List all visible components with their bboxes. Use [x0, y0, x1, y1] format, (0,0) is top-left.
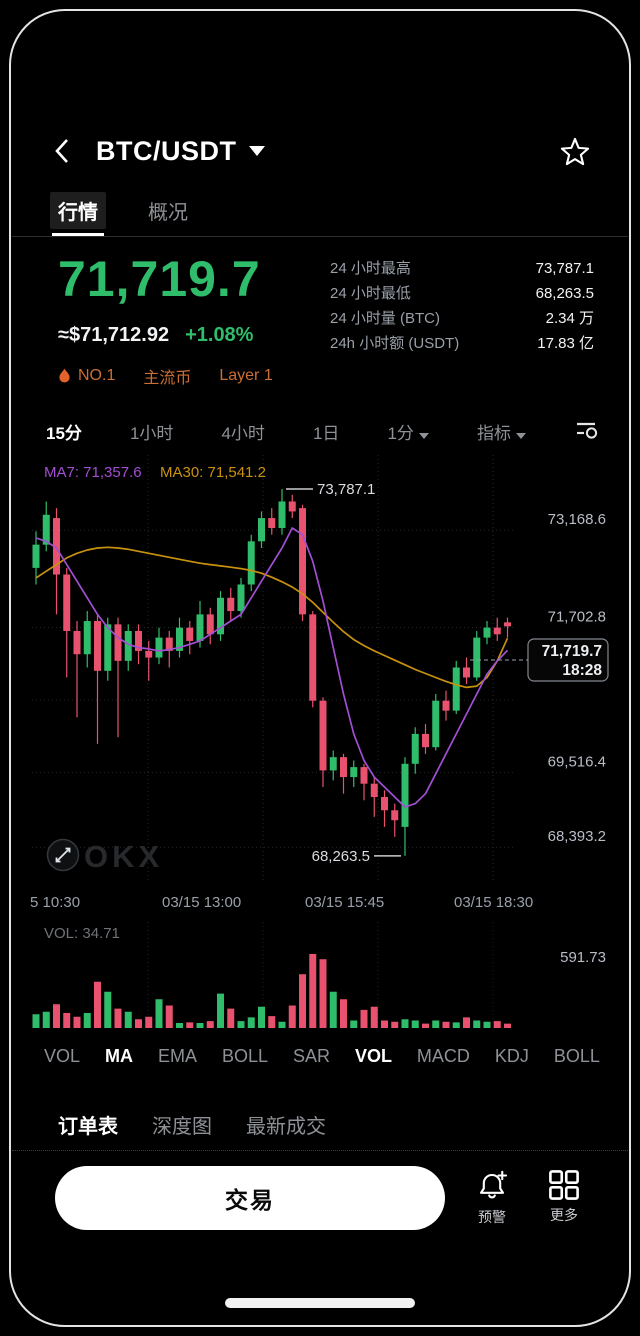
action-bar: 交易 预警 更多 — [55, 1166, 595, 1236]
tf-1d[interactable]: 1日 — [312, 423, 340, 443]
ind-boll[interactable]: BOLL — [221, 1045, 268, 1066]
more-button[interactable]: 更多 — [531, 1168, 597, 1225]
x-tick: 03/15 13:00 — [162, 894, 242, 911]
indicator-dropdown[interactable]: 指标 — [477, 419, 526, 444]
tab-depth[interactable]: 深度图 — [152, 1116, 212, 1138]
orderbook-tabs: 订单表 深度图 最新成交 — [58, 1110, 326, 1139]
price-secondary: ≈$71,712.92 +1.08% — [58, 324, 253, 347]
alert-button[interactable]: 预警 — [459, 1168, 525, 1227]
grid-icon — [549, 1170, 579, 1200]
change-percent: +1.08% — [185, 324, 254, 346]
x-axis: 5 10:30 03/15 13:00 03/15 15:45 03/15 18… — [30, 894, 610, 916]
stat-row: 24 小时最高 73,787.1 — [330, 260, 594, 277]
divider — [12, 1150, 628, 1151]
ind-vol2[interactable]: VOL — [354, 1045, 392, 1066]
x-tick: 03/15 15:45 — [305, 894, 385, 911]
ind-ma[interactable]: MA — [105, 1045, 133, 1066]
svg-text:MA7: 71,357.6: MA7: 71,357.6 — [44, 464, 142, 481]
header: BTC/USDT — [52, 128, 590, 174]
x-tick: 03/15 18:30 — [454, 894, 534, 911]
trade-button[interactable]: 交易 — [55, 1166, 445, 1230]
favorite-star-icon[interactable] — [560, 137, 590, 166]
stat-row: 24 小时最低 68,263.5 — [330, 285, 594, 302]
ind-ema[interactable]: EMA — [157, 1045, 197, 1066]
svg-text:69,516.4: 69,516.4 — [548, 754, 606, 771]
layer-badge[interactable]: Layer 1 — [219, 367, 273, 384]
ind-kdj[interactable]: KDJ — [494, 1045, 529, 1066]
x-tick: 5 10:30 — [30, 894, 81, 911]
chevron-down-icon — [418, 432, 429, 439]
svg-text:71,702.8: 71,702.8 — [548, 608, 606, 625]
stats-panel: 24 小时最高 73,787.1 24 小时最低 68,263.5 24 小时量… — [330, 256, 594, 356]
svg-text:68,263.5: 68,263.5 — [312, 848, 370, 865]
tf-more-dropdown[interactable]: 1分 — [387, 419, 429, 444]
tab-quotes[interactable]: 行情 — [50, 192, 106, 229]
flame-icon — [59, 368, 70, 383]
svg-text:18:28: 18:28 — [562, 662, 602, 679]
category-badge[interactable]: 主流币 — [143, 370, 192, 387]
active-tab-underline — [52, 233, 104, 236]
page-tabs: 行情 概况 — [50, 192, 196, 229]
home-indicator[interactable] — [225, 1298, 415, 1308]
tf-1h[interactable]: 1小时 — [129, 423, 174, 443]
tab-orderbook[interactable]: 订单表 — [58, 1116, 118, 1138]
ind-boll2[interactable]: BOLL — [553, 1045, 600, 1066]
badges-row: NO.1 主流币 Layer 1 — [58, 364, 273, 388]
chart-settings-icon[interactable] — [574, 418, 600, 445]
indicator-selector: VOL MA EMA BOLL SAR VOL MACD KDJ BOLL — [44, 1040, 600, 1072]
svg-text:MA30: 71,541.2: MA30: 71,541.2 — [160, 464, 266, 481]
svg-text:VOL: 34.71: VOL: 34.71 — [44, 925, 120, 942]
ind-macd[interactable]: MACD — [416, 1045, 470, 1066]
candlestick-chart[interactable]: OKX MA7: 71,357.6 MA30: 71,541.2 73,168.6 71… — [30, 455, 610, 880]
pair-dropdown-icon[interactable] — [248, 146, 265, 156]
tf-15m[interactable]: 15分 — [46, 423, 82, 443]
svg-text:73,787.1: 73,787.1 — [317, 481, 375, 498]
svg-text:OKX: OKX — [84, 839, 163, 874]
svg-text:68,393.2: 68,393.2 — [548, 828, 606, 845]
bell-plus-icon — [479, 1170, 508, 1199]
tab-trades[interactable]: 最新成交 — [246, 1116, 326, 1138]
stat-row: 24h 小时额 (USDT) 17.83 亿 — [330, 335, 594, 352]
divider — [12, 236, 628, 237]
pair-title[interactable]: BTC/USDT — [96, 135, 237, 166]
chevron-down-icon — [515, 432, 526, 439]
fiat-price: ≈$71,712.92 — [58, 324, 170, 346]
rank-badge[interactable]: NO.1 — [58, 367, 115, 385]
stat-row: 24 小时量 (BTC) 2.34 万 — [330, 310, 594, 327]
ind-sar[interactable]: SAR — [292, 1045, 330, 1066]
back-icon[interactable] — [52, 136, 72, 166]
last-price: 71,719.7 — [58, 251, 261, 307]
timeframe-row: 15分 1小时 4小时 1日 1分 指标 — [46, 415, 600, 447]
tab-overview[interactable]: 概况 — [148, 202, 188, 224]
volume-pane[interactable]: VOL: 34.71 591.73 — [30, 922, 610, 1034]
svg-text:71,719.7: 71,719.7 — [542, 643, 602, 660]
svg-text:73,168.6: 73,168.6 — [548, 511, 606, 528]
tf-4h[interactable]: 4小时 — [221, 423, 265, 443]
ind-vol[interactable]: VOL — [44, 1045, 81, 1066]
svg-text:591.73: 591.73 — [560, 949, 606, 966]
